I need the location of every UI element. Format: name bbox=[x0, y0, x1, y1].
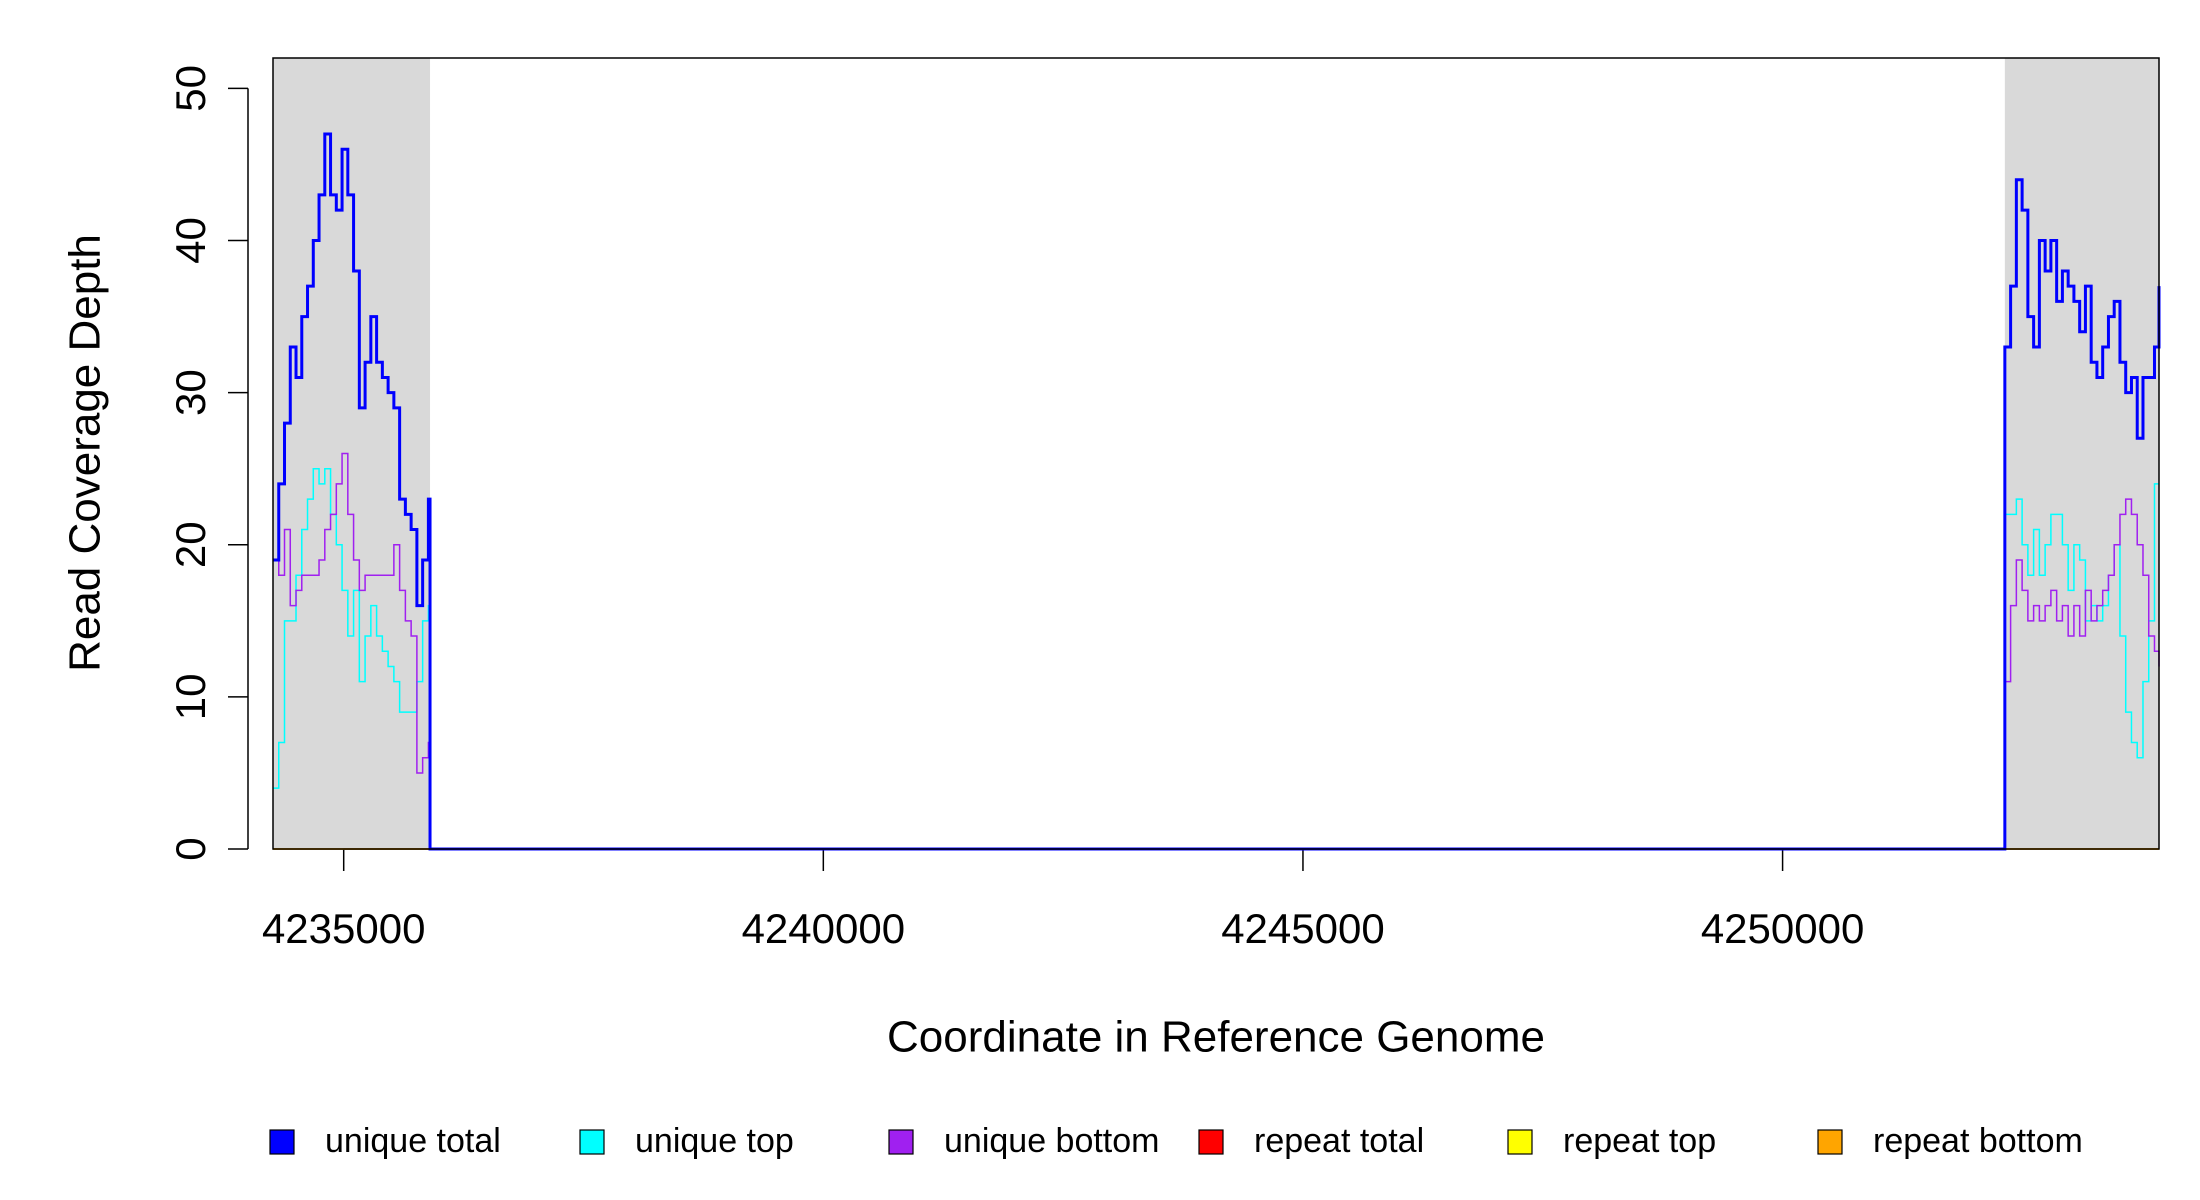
legend-swatch bbox=[1817, 1129, 1843, 1155]
plot-frame bbox=[272, 57, 2160, 850]
x-tick-label: 4240000 bbox=[742, 905, 906, 952]
coverage-line bbox=[273, 132, 2161, 851]
x-axis-label: Coordinate in Reference Genome bbox=[887, 1013, 1545, 1062]
coverage-line bbox=[273, 467, 2159, 850]
shaded-region bbox=[273, 58, 431, 849]
y-tick-label: 40 bbox=[167, 217, 214, 264]
coverage-line bbox=[273, 452, 2160, 850]
legend-swatch bbox=[1198, 1129, 1224, 1155]
y-tick-label: 10 bbox=[167, 674, 214, 721]
x-tick-label: 4245000 bbox=[1221, 905, 1385, 952]
y-tick-label: 20 bbox=[167, 521, 214, 568]
legend-swatch bbox=[888, 1129, 914, 1155]
y-axis-label: Read Coverage Depth bbox=[61, 234, 110, 672]
legend-label: unique total bbox=[325, 1122, 501, 1160]
legend-label: unique top bbox=[635, 1122, 794, 1160]
shaded-region bbox=[2004, 58, 2159, 849]
legend-label: unique bottom bbox=[944, 1122, 1160, 1160]
x-tick-label: 4250000 bbox=[1701, 905, 1865, 952]
y-tick-label: 50 bbox=[167, 65, 214, 112]
legend-swatch bbox=[269, 1129, 295, 1155]
x-tick-label: 4235000 bbox=[262, 905, 426, 952]
y-tick-label: 30 bbox=[167, 369, 214, 416]
legend-label: repeat top bbox=[1563, 1122, 1716, 1160]
legend-swatch bbox=[1507, 1129, 1533, 1155]
y-tick-label: 0 bbox=[167, 837, 214, 860]
legend-label: repeat total bbox=[1254, 1122, 1424, 1160]
legend-swatch bbox=[579, 1129, 605, 1155]
legend-label: repeat bottom bbox=[1873, 1122, 2083, 1160]
